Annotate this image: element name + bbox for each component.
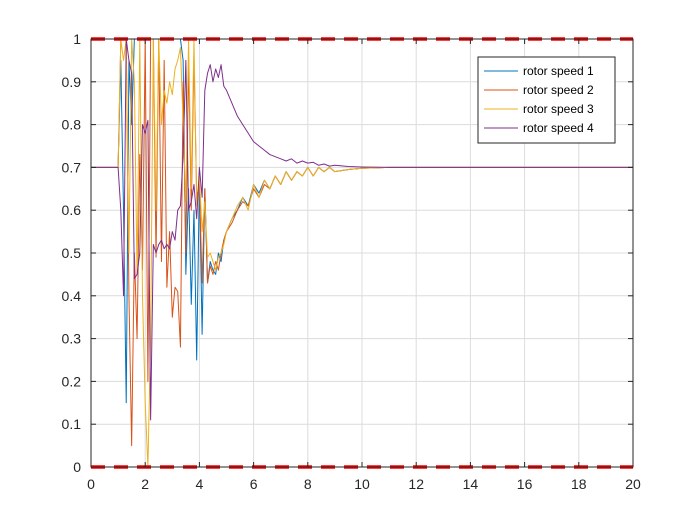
y-tick-label: 0.8 — [62, 117, 82, 133]
x-tick-label: 6 — [250, 476, 258, 492]
x-tick-label: 10 — [354, 476, 370, 492]
x-tick-label: 20 — [625, 476, 641, 492]
legend-label-2: rotor speed 2 — [523, 83, 594, 97]
series-line-3 — [91, 38, 633, 468]
y-tick-label: 0.7 — [62, 159, 82, 175]
series-line-4 — [91, 38, 633, 421]
y-tick-label: 0.3 — [62, 331, 82, 347]
x-tick-label: 2 — [141, 476, 149, 492]
legend-label-4: rotor speed 4 — [523, 121, 594, 135]
x-tick-label: 18 — [571, 476, 587, 492]
y-tick-label: 0.2 — [62, 373, 82, 389]
y-tick-label: 1 — [73, 31, 81, 47]
y-tick-label: 0.9 — [62, 74, 82, 90]
y-tick-label: 0.4 — [62, 288, 82, 304]
x-tick-label: 14 — [463, 476, 479, 492]
x-tick-label: 12 — [408, 476, 424, 492]
y-tick-label: 0 — [73, 459, 81, 475]
x-tick-label: 0 — [87, 476, 95, 492]
legend: rotor speed 1 rotor speed 2 rotor speed 3 r… — [477, 56, 616, 144]
x-tick-label: 16 — [517, 476, 533, 492]
y-tick-label: 0.6 — [62, 202, 82, 218]
x-tick-label: 8 — [304, 476, 312, 492]
ticks: 0 2 4 6 8 10 12 14 16 18 20 0 0.1 0.2 0.3 0.4 0.5 0.6 0.7 0… — [62, 31, 641, 492]
legend-label-3: rotor speed 3 — [523, 102, 594, 116]
legend-label-1: rotor speed 1 — [523, 64, 594, 78]
y-tick-label: 0.1 — [62, 416, 82, 432]
x-tick-label: 4 — [196, 476, 204, 492]
y-tick-label: 0.5 — [62, 245, 82, 261]
